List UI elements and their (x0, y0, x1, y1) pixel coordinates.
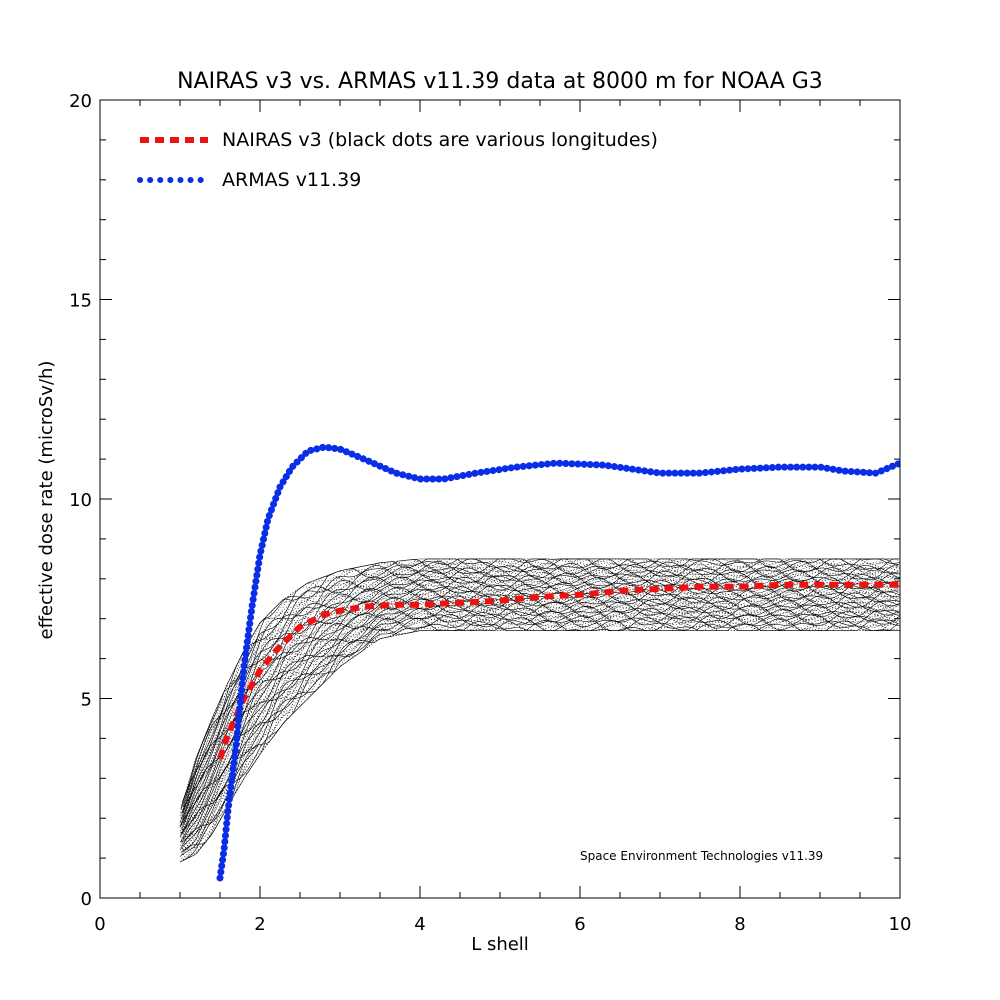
longitude-curve (180, 619, 899, 862)
longitude-curve (180, 614, 899, 856)
longitude-curve (182, 558, 899, 807)
longitude-curve (182, 565, 900, 813)
longitude-curve (183, 611, 899, 861)
longitude-curve (181, 587, 900, 843)
longitude-curve (179, 620, 900, 863)
y-axis-ticks: 0 5 10 15 20 (69, 91, 900, 910)
longitude-curve (182, 558, 900, 803)
x-axis-label: L shell (471, 934, 529, 955)
longitude-curve (182, 579, 899, 824)
longitude-curve (183, 616, 899, 861)
y-tick-label: 20 (69, 91, 92, 112)
chart-title: NAIRAS v3 vs. ARMAS v11.39 data at 8000 … (177, 69, 823, 94)
x-tick-label: 6 (574, 914, 585, 935)
longitude-curve (179, 584, 900, 832)
series-layer (216, 443, 900, 882)
longitude-curve (181, 581, 900, 838)
longitude-curve (179, 578, 900, 827)
longitude-curve (182, 575, 900, 824)
longitude-curve (181, 576, 900, 830)
longitude-curve (182, 584, 899, 830)
longitude-curve (180, 598, 899, 842)
longitude-curve (182, 600, 899, 847)
y-tick-label: 0 (81, 889, 92, 910)
longitude-curve (180, 608, 899, 853)
y-tick-label: 5 (81, 690, 92, 711)
longitude-curve (179, 604, 900, 851)
longitude-curve (181, 613, 900, 854)
longitude-curve (181, 560, 900, 814)
longitude-curve (180, 572, 899, 833)
longitude-curve (181, 558, 900, 806)
longitude-curve (182, 564, 899, 810)
longitude-curve (179, 558, 900, 816)
longitude-curve (182, 590, 899, 834)
longitude-curve (182, 617, 900, 853)
y-axis-label: effective dose rate (microSv/h) (36, 361, 57, 640)
x-tick-label: 2 (254, 914, 265, 935)
longitude-curve (182, 585, 900, 834)
longitude-curve (181, 571, 900, 823)
longitude-curve (180, 588, 899, 833)
legend: NAIRAS v3 (black dots are various longit… (137, 129, 658, 191)
longitude-curve (182, 559, 899, 812)
credit-annotation: Space Environment Technologies v11.39 (580, 849, 823, 863)
longitude-scatter-band (179, 558, 900, 863)
longitude-curve (182, 606, 900, 851)
longitude-curve (181, 602, 900, 842)
x-tick-label: 4 (414, 914, 425, 935)
longitude-curve (181, 618, 900, 859)
longitude-curve (182, 601, 900, 852)
longitude-curve (181, 607, 900, 847)
legend-label-armas: ARMAS v11.39 (222, 169, 361, 191)
longitude-curve (182, 605, 899, 856)
longitude-curve (180, 582, 899, 834)
longitude-curve (179, 609, 900, 857)
y-tick-label: 10 (69, 490, 92, 511)
x-tick-label: 8 (734, 914, 745, 935)
longitude-curve (180, 562, 899, 819)
longitude-curve (182, 595, 899, 839)
longitude-curve (182, 570, 900, 819)
x-tick-label: 0 (94, 914, 105, 935)
longitude-curve (181, 592, 900, 843)
longitude-curve (179, 558, 900, 824)
longitude-curve (180, 603, 899, 848)
x-axis-ticks: 0 2 4 6 8 10 (94, 100, 911, 935)
longitude-curve (179, 563, 900, 828)
legend-label-nairas: NAIRAS v3 (black dots are various longit… (222, 129, 658, 151)
longitude-curve (180, 567, 899, 827)
longitude-curve (182, 596, 900, 850)
longitude-curve (182, 591, 900, 843)
longitude-curve (182, 558, 900, 804)
longitude-curve (179, 615, 900, 863)
x-tick-label: 10 (889, 914, 912, 935)
y-tick-label: 15 (69, 291, 92, 312)
longitude-curve (180, 593, 899, 836)
